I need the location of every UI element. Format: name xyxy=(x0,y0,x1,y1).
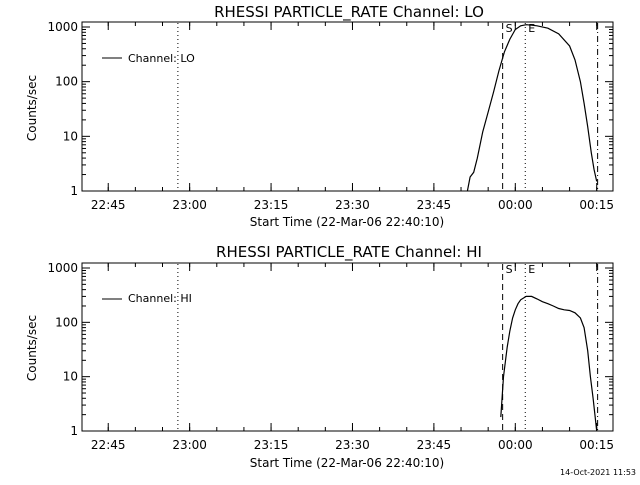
plot-frame xyxy=(81,262,614,432)
axis-ticks: 1 10 100 1000 22:45 23:00 23:15 23:30 23:45 00:00… xyxy=(47,20,614,212)
y-tick-label: 10 xyxy=(63,370,78,384)
x-tick-label: 00:15 xyxy=(579,198,614,212)
y-tick-label: 1000 xyxy=(47,20,78,34)
x-tick-label: 00:00 xyxy=(498,438,533,452)
chart-title: RHESSI PARTICLE_RATE Channel: LO xyxy=(214,3,484,22)
x-tick-label: 00:00 xyxy=(498,198,533,212)
x-tick-label: 23:30 xyxy=(335,198,370,212)
y-tick-label: 1 xyxy=(70,184,78,198)
x-tick-label: 22:45 xyxy=(91,438,126,452)
x-tick-label: 23:45 xyxy=(417,198,452,212)
y-tick-label: 1 xyxy=(70,424,78,438)
y-tick-label: 10 xyxy=(63,129,78,143)
x-tick-label: 22:45 xyxy=(91,198,126,212)
chart-panel-lo: RHESSI PARTICLE_RATE Channel: LO Start T… xyxy=(25,3,614,229)
legend-label: Channel: LO xyxy=(128,52,195,65)
chart-title: RHESSI PARTICLE_RATE Channel: HI xyxy=(216,243,482,262)
x-tick-label: 00:15 xyxy=(579,438,614,452)
plot-frame xyxy=(81,21,614,192)
marker-label: E xyxy=(528,22,535,35)
y-axis-label: Counts/sec xyxy=(25,315,39,381)
x-tick-label: 23:00 xyxy=(172,198,207,212)
y-tick-label: 1000 xyxy=(47,261,78,275)
x-tick-label: 23:30 xyxy=(335,438,370,452)
x-tick-label: 23:15 xyxy=(254,438,289,452)
y-tick-label: 100 xyxy=(55,315,78,329)
y-tick-label: 100 xyxy=(55,75,78,89)
x-tick-label: 23:00 xyxy=(172,438,207,452)
marker-label: E xyxy=(528,263,535,276)
x-tick-label: 23:15 xyxy=(254,198,289,212)
y-axis-label: Counts/sec xyxy=(25,75,39,141)
timestamp: 14-Oct-2021 11:53 xyxy=(560,468,636,477)
x-axis-label: Start Time (22-Mar-06 22:40:10) xyxy=(250,456,444,470)
marker-label: S xyxy=(506,22,513,35)
x-tick-label: 23:45 xyxy=(417,438,452,452)
axis-ticks: 1 10 100 1000 22:45 23:00 23:15 23:30 23:45 00:00… xyxy=(47,261,614,452)
chart-panel-hi: RHESSI PARTICLE_RATE Channel: HI Start T… xyxy=(25,243,614,470)
series-line xyxy=(500,295,598,432)
series-line xyxy=(466,24,598,192)
x-axis-label: Start Time (22-Mar-06 22:40:10) xyxy=(250,215,444,229)
marker-label: S xyxy=(506,263,513,276)
legend-label: Channel: HI xyxy=(128,292,192,305)
